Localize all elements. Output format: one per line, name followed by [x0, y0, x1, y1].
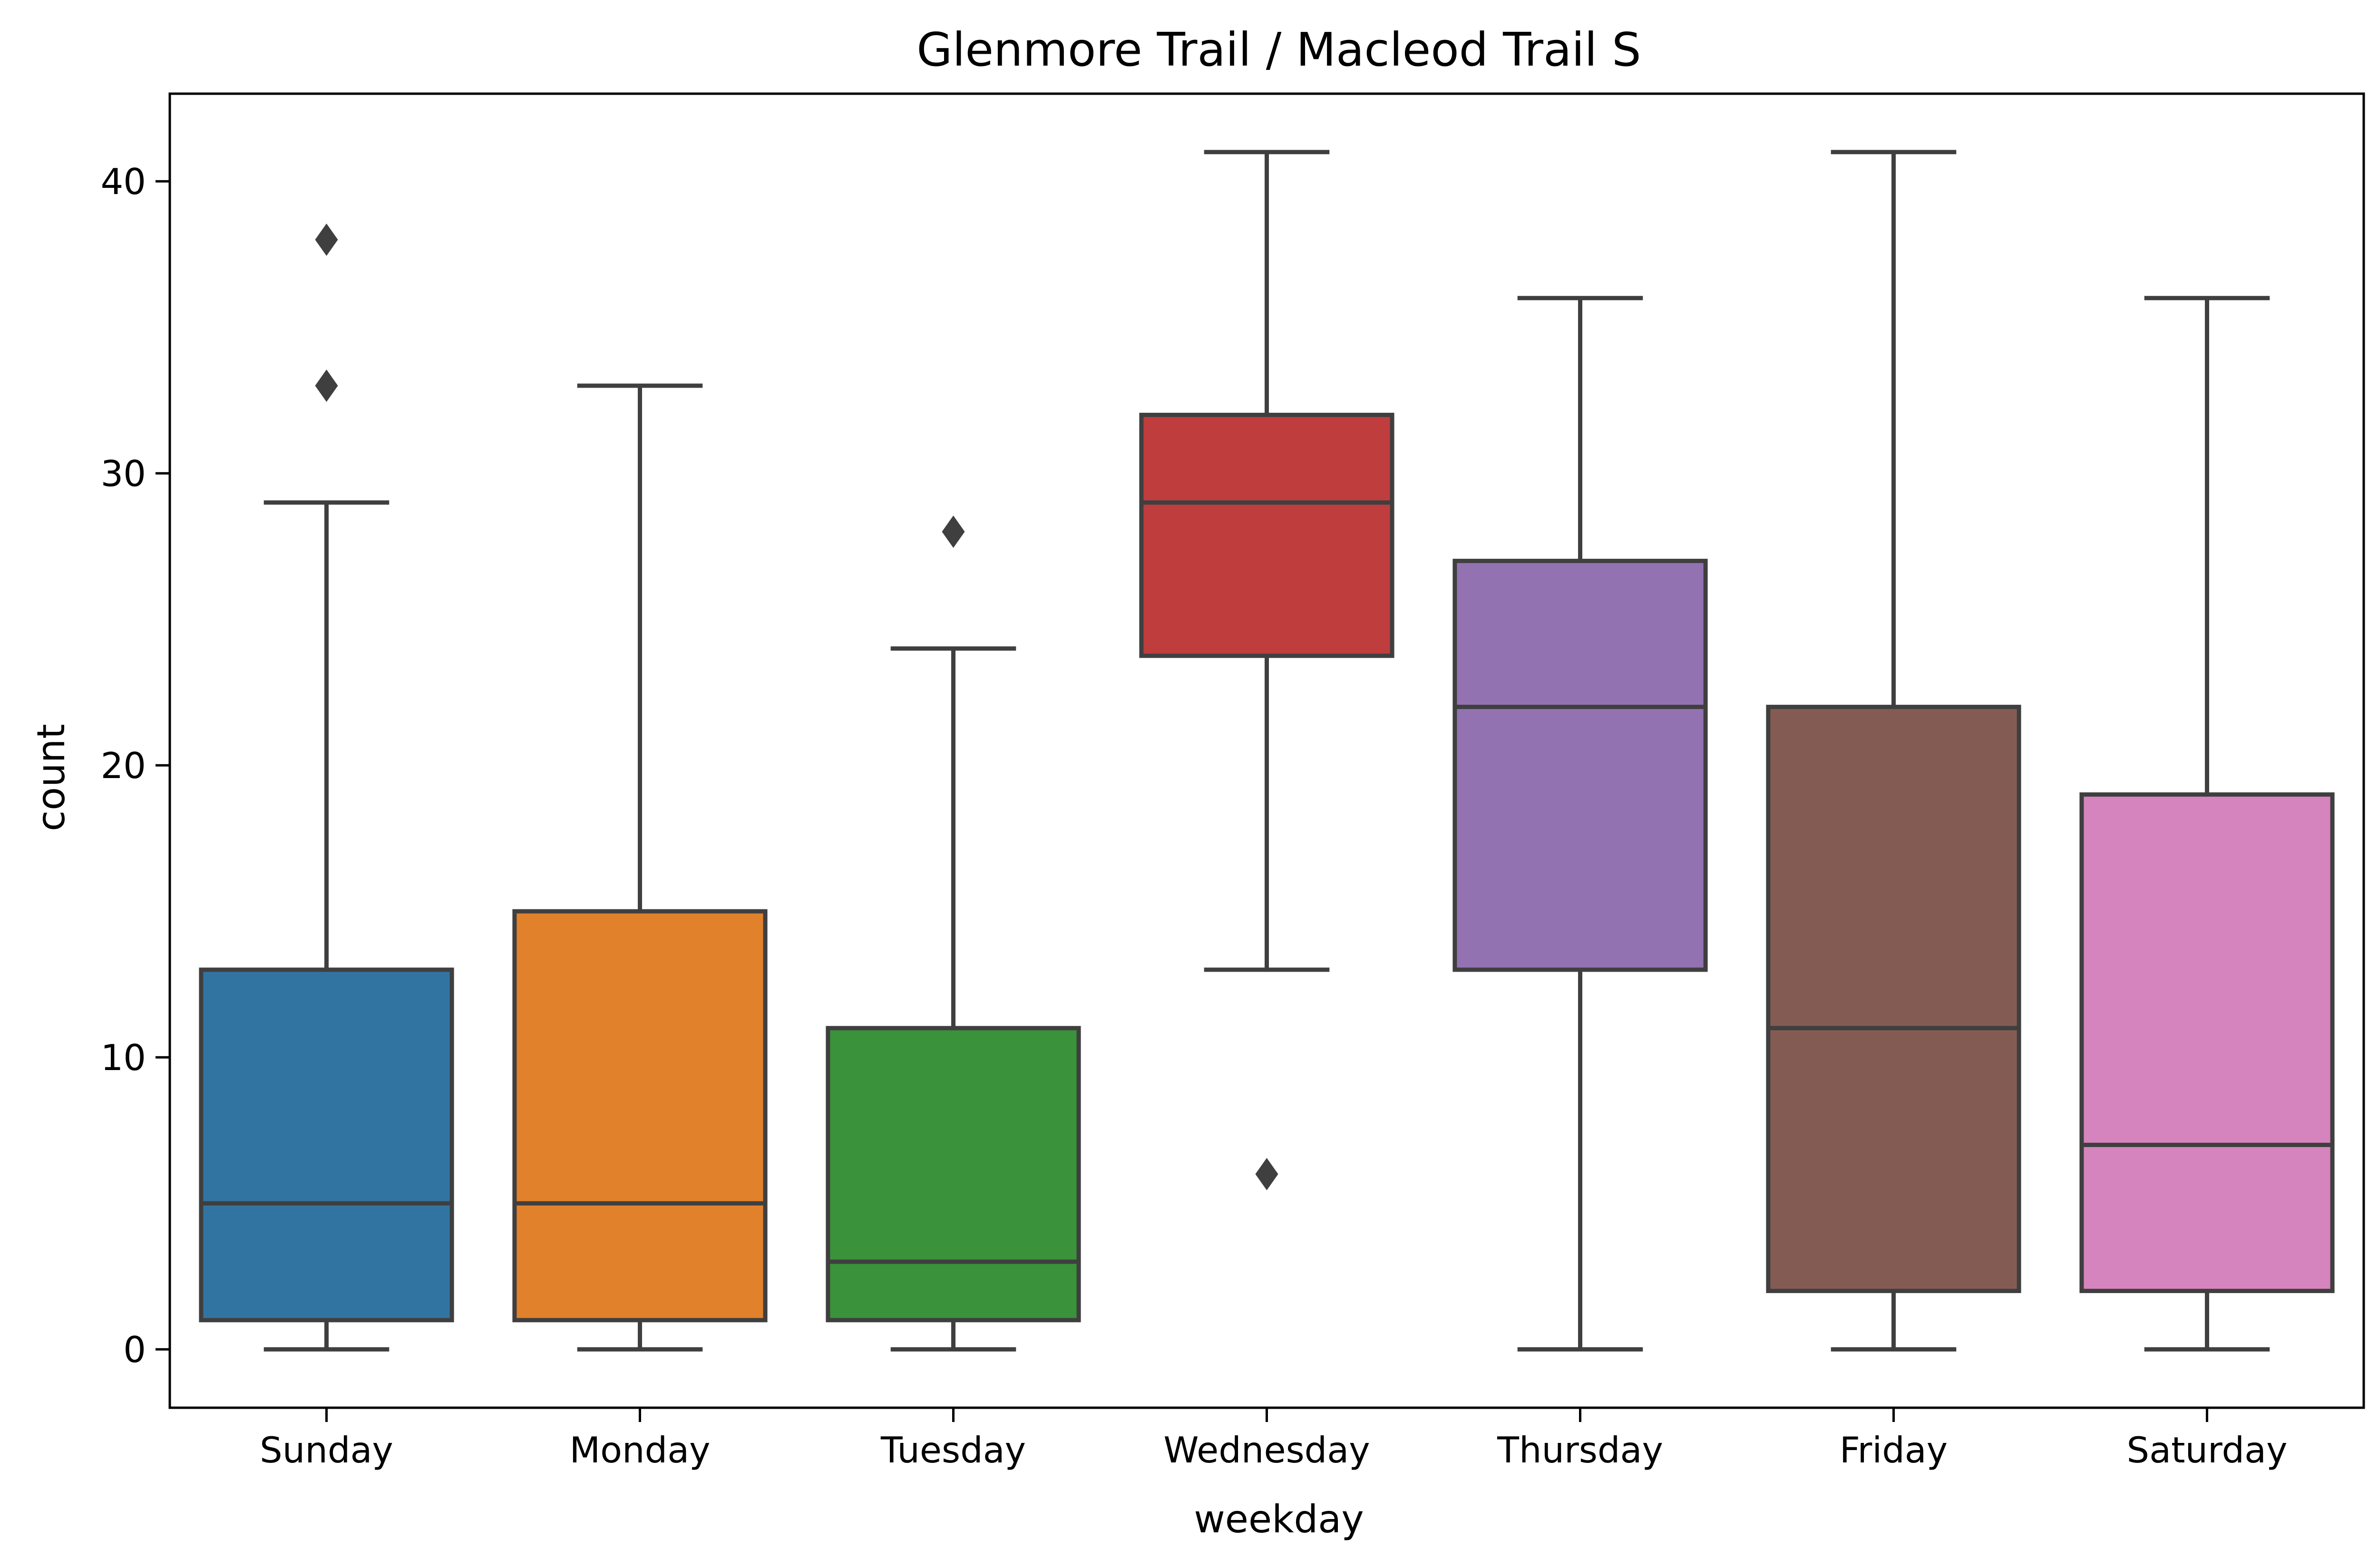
x-axis: Sunday Monday Tuesday Wednesday Thursday Frid… [260, 1408, 2287, 1471]
x-tick-label: Friday [1840, 1429, 1948, 1471]
box-thursday [1452, 296, 1708, 1352]
iqr-box [199, 967, 454, 1323]
plot-frame [168, 92, 2365, 1409]
x-tick-label: Thursday [1497, 1429, 1663, 1471]
x-tick-label: Tuesday [880, 1429, 1026, 1471]
y-tick-label: 30 [101, 453, 146, 495]
chart-title: Glenmore Trail / Macleod Trail S [916, 23, 1641, 77]
box-tuesday [826, 516, 1081, 1352]
box-friday [1766, 150, 2021, 1352]
box-monday [512, 383, 768, 1352]
iqr-box [512, 909, 768, 1323]
outlier-point [1255, 1158, 1278, 1190]
y-axis-label: count [29, 724, 73, 831]
iqr-box [826, 1026, 1081, 1323]
x-tick-label: Sunday [260, 1429, 393, 1471]
x-tick-label: Monday [569, 1429, 710, 1471]
y-tick-label: 20 [101, 745, 146, 787]
iqr-box [1766, 704, 2021, 1293]
iqr-box [1139, 412, 1394, 658]
x-axis-label: weekday [1194, 1497, 1364, 1541]
iqr-box [1452, 558, 1708, 972]
y-tick-label: 0 [123, 1329, 146, 1371]
y-tick-label: 40 [101, 161, 146, 203]
outlier-point [315, 370, 338, 402]
box-wednesday [1139, 150, 1394, 1190]
y-axis: 0 10 20 30 40 [101, 161, 170, 1371]
outlier-point [942, 516, 965, 548]
y-tick-label: 10 [101, 1037, 146, 1079]
iqr-box [2079, 792, 2335, 1293]
outlier-point [315, 224, 338, 256]
box-series [199, 150, 2335, 1352]
x-tick-label: Saturday [2127, 1429, 2288, 1471]
box-saturday [2079, 296, 2335, 1352]
box-sunday [199, 224, 454, 1352]
x-tick-label: Wednesday [1163, 1429, 1370, 1471]
